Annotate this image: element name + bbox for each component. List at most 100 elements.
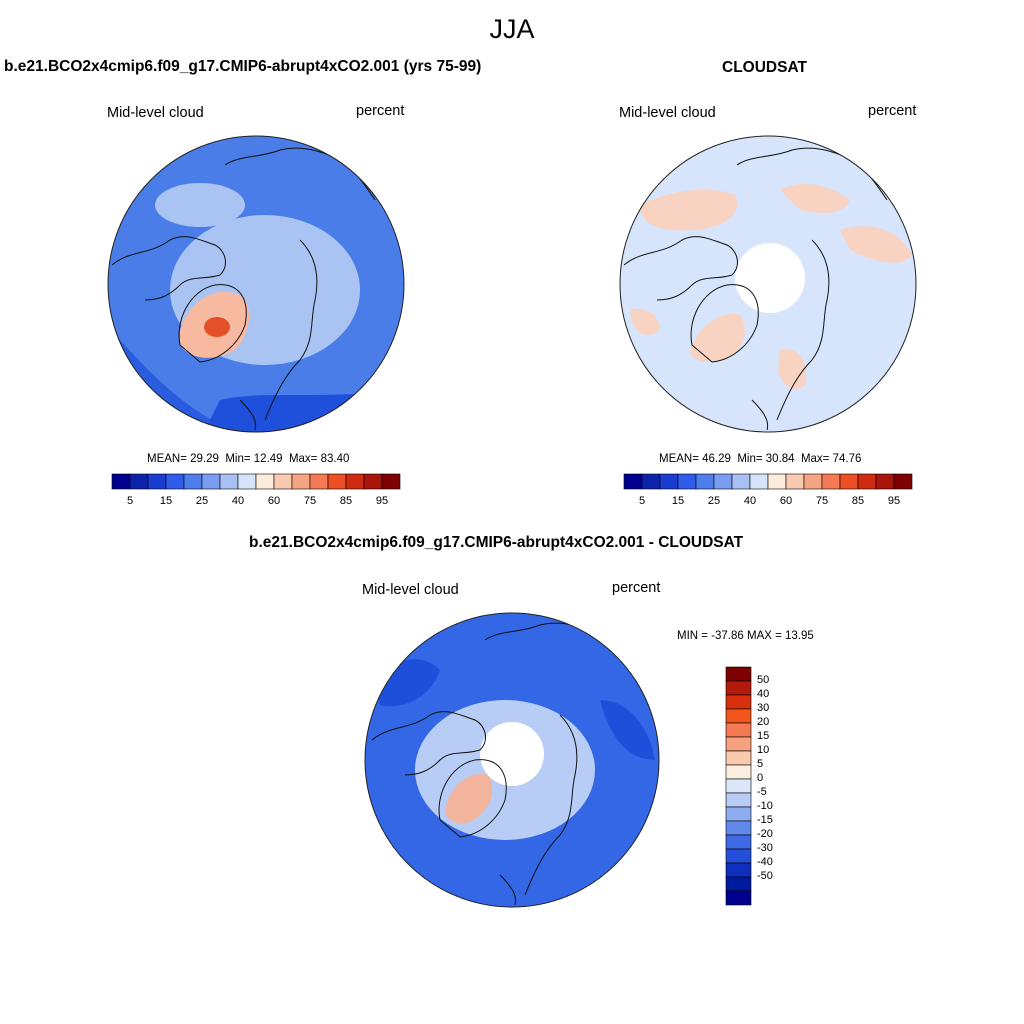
colorbar-tick-label: 0 — [757, 772, 764, 784]
colorbar-tick-label: 25 — [707, 495, 721, 507]
colorbar-tick-label: -10 — [757, 800, 773, 812]
map2-high-cloud-region — [640, 189, 738, 231]
colorbar-tick-label: 40 — [743, 495, 757, 507]
colorbar-swatch — [725, 736, 752, 752]
colorbar-tick-label: 15 — [159, 495, 173, 507]
colorbar-tick-label: 5 — [126, 495, 134, 507]
panel1-colorbar — [111, 473, 401, 490]
colorbar-tick-label: 85 — [851, 495, 865, 507]
map2-greenland-cloud-region — [690, 314, 745, 362]
map2-scandinavia-cloud-region — [778, 349, 807, 390]
colorbar-swatch — [749, 473, 769, 490]
colorbar-tick-label: -20 — [757, 828, 773, 840]
map1-scandinavia-coast — [264, 239, 318, 421]
colorbar-tick-label: 75 — [815, 495, 829, 507]
map2-frame — [619, 135, 917, 433]
colorbar-tick-label: 40 — [231, 495, 245, 507]
map2-europe-coast — [751, 399, 769, 431]
colorbar-tick-label: 95 — [375, 495, 389, 507]
map1-high-cloud-region — [155, 183, 245, 227]
colorbar-swatch — [839, 473, 859, 490]
colorbar-swatch — [725, 848, 752, 864]
panel3-colorbar — [725, 666, 752, 906]
colorbar-swatch — [623, 473, 643, 490]
colorbar-swatch — [725, 806, 752, 822]
panel1-title: b.e21.BCO2x4cmip6.f09_g17.CMIP6-abrupt4x… — [4, 58, 482, 75]
map2-polar-plot — [619, 135, 917, 433]
map3-frame — [364, 612, 660, 908]
colorbar-tick-label: 95 — [887, 495, 901, 507]
colorbar-tick-label: 15 — [757, 730, 770, 742]
map1-canada-coast — [111, 236, 226, 301]
colorbar-swatch — [725, 876, 752, 892]
colorbar-tick-label: 40 — [757, 688, 770, 700]
colorbar-tick-label: 30 — [757, 702, 770, 714]
map2-high-cloud-region — [630, 308, 660, 335]
colorbar-tick-label: -30 — [757, 842, 773, 854]
colorbar-tick-label: 5 — [638, 495, 646, 507]
colorbar-swatch — [695, 473, 715, 490]
colorbar-swatch — [725, 820, 752, 836]
colorbar-swatch — [309, 473, 329, 490]
colorbar-swatch — [165, 473, 185, 490]
panel2-colorbar — [623, 473, 913, 490]
colorbar-swatch — [725, 834, 752, 850]
colorbar-swatch — [725, 750, 752, 766]
colorbar-swatch — [725, 666, 752, 682]
map2-canada-coast — [623, 236, 738, 301]
colorbar-swatch — [731, 473, 751, 490]
panel1-stats: MEAN= 29.29 Min= 12.49 Max= 83.40 — [147, 453, 350, 465]
colorbar-tick-label: 50 — [757, 674, 770, 686]
colorbar-tick-label: 60 — [779, 495, 793, 507]
colorbar-swatch — [725, 890, 752, 906]
map1-greenland-max-region — [204, 317, 230, 337]
colorbar-swatch — [725, 778, 752, 794]
colorbar-swatch — [725, 764, 752, 780]
colorbar-swatch — [659, 473, 679, 490]
colorbar-swatch — [725, 680, 752, 696]
colorbar-tick-label: -15 — [757, 814, 773, 826]
colorbar-swatch — [725, 792, 752, 808]
panel2-title: CLOUDSAT — [722, 59, 807, 76]
page-title: JJA — [489, 14, 535, 44]
panel2-units-label: percent — [868, 103, 917, 119]
colorbar-swatch — [677, 473, 697, 490]
colorbar-tick-label: -40 — [757, 856, 773, 868]
colorbar-swatch — [785, 473, 805, 490]
colorbar-swatch — [857, 473, 877, 490]
colorbar-swatch — [875, 473, 895, 490]
colorbar-swatch — [327, 473, 347, 490]
map1-frame — [107, 135, 405, 433]
map1-greenland-coast — [178, 284, 247, 363]
colorbar-swatch — [219, 473, 239, 490]
map3-greenland-positive-region — [445, 774, 493, 824]
colorbar-swatch — [273, 473, 293, 490]
colorbar-swatch — [111, 473, 131, 490]
panel3-title: b.e21.BCO2x4cmip6.f09_g17.CMIP6-abrupt4x… — [249, 534, 744, 551]
colorbar-swatch — [201, 473, 221, 490]
colorbar-tick-label: 15 — [671, 495, 685, 507]
colorbar-swatch — [363, 473, 383, 490]
panel3-range-text: MIN = -37.86 MAX = 13.95 — [677, 630, 814, 642]
colorbar-tick-label: 60 — [267, 495, 281, 507]
colorbar-swatch — [803, 473, 823, 490]
panel1-units-label: percent — [356, 103, 405, 119]
colorbar-swatch — [345, 473, 365, 490]
map3-greenland-coast — [438, 759, 507, 838]
colorbar-tick-label: -5 — [757, 786, 767, 798]
colorbar-swatch — [725, 862, 752, 878]
colorbar-swatch — [129, 473, 149, 490]
colorbar-swatch — [767, 473, 787, 490]
map3-canada-coast — [371, 711, 486, 776]
colorbar-tick-label: 20 — [757, 716, 770, 728]
map3-missing-data-hole — [480, 722, 544, 786]
map2-greenland-coast — [690, 284, 759, 363]
colorbar-tick-label: 85 — [339, 495, 353, 507]
panel2-stats: MEAN= 46.29 Min= 30.84 Max= 74.76 — [659, 453, 862, 465]
colorbar-swatch — [821, 473, 841, 490]
map2-missing-data-hole — [735, 243, 805, 313]
map3-polar-plot — [364, 612, 660, 908]
panel1-variable-label: Mid-level cloud — [107, 105, 204, 121]
colorbar-swatch — [147, 473, 167, 490]
